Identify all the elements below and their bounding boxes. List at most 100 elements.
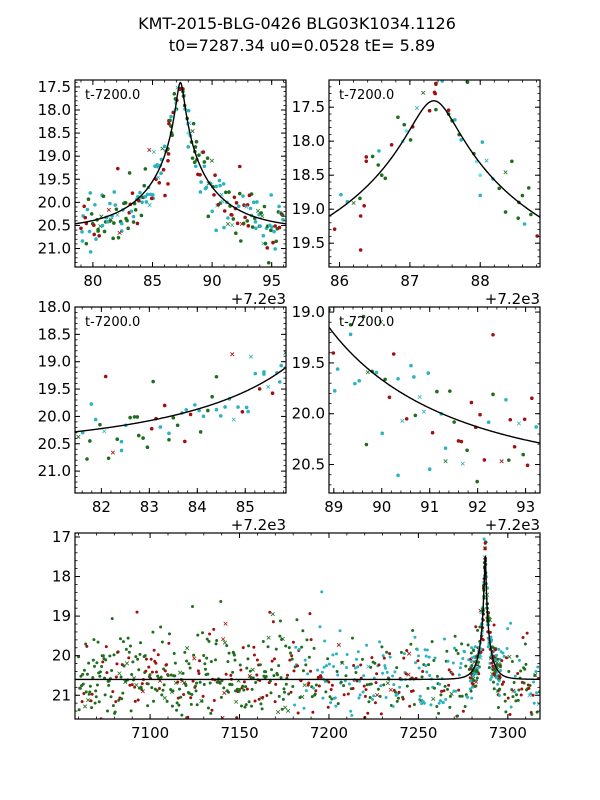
data-point bbox=[138, 652, 142, 656]
data-point bbox=[241, 194, 245, 198]
data-point bbox=[104, 645, 108, 649]
data-point bbox=[308, 612, 312, 616]
data-point bbox=[106, 456, 111, 461]
data-point bbox=[376, 163, 381, 167]
data-point bbox=[347, 682, 351, 686]
data-point bbox=[140, 200, 144, 205]
data-point bbox=[101, 194, 106, 199]
data-point-cross bbox=[266, 384, 271, 389]
data-point bbox=[201, 631, 205, 635]
data-point bbox=[159, 675, 163, 679]
data-point bbox=[516, 216, 520, 220]
data-point bbox=[80, 700, 84, 704]
data-point bbox=[104, 658, 108, 662]
x-tick-label: 83 bbox=[140, 498, 159, 516]
data-point bbox=[428, 673, 432, 677]
data-point bbox=[232, 653, 236, 657]
data-point bbox=[128, 683, 132, 687]
data-point bbox=[207, 639, 211, 643]
y-tick-label: 18 bbox=[52, 568, 71, 586]
data-point bbox=[348, 332, 353, 337]
data-point bbox=[463, 705, 467, 709]
data-point bbox=[515, 654, 519, 658]
data-point bbox=[458, 694, 462, 698]
data-point bbox=[334, 704, 338, 708]
data-point bbox=[262, 204, 267, 209]
data-point bbox=[277, 694, 281, 698]
axes-frame bbox=[328, 306, 541, 494]
data-point bbox=[413, 635, 417, 639]
data-point bbox=[113, 203, 118, 207]
data-point bbox=[160, 693, 164, 697]
data-point bbox=[194, 689, 198, 693]
data-point bbox=[372, 694, 376, 698]
data-point bbox=[320, 590, 324, 594]
data-point bbox=[478, 173, 483, 177]
data-point bbox=[383, 664, 387, 668]
data-point bbox=[210, 209, 215, 214]
data-point bbox=[314, 689, 318, 693]
data-point bbox=[316, 668, 320, 672]
data-point bbox=[214, 228, 218, 233]
data-point bbox=[244, 703, 248, 707]
data-point bbox=[491, 333, 495, 337]
data-point bbox=[476, 666, 480, 670]
data-point bbox=[194, 139, 199, 144]
data-point bbox=[278, 619, 282, 623]
data-point bbox=[229, 673, 233, 677]
data-point bbox=[339, 192, 343, 197]
data-point bbox=[140, 687, 144, 691]
data-point bbox=[169, 673, 173, 677]
data-point bbox=[176, 680, 180, 684]
data-point bbox=[326, 657, 330, 661]
data-point bbox=[166, 159, 170, 163]
data-point bbox=[396, 473, 400, 478]
data-point bbox=[162, 667, 166, 671]
data-point bbox=[270, 391, 275, 396]
data-point-cross bbox=[231, 417, 236, 422]
data-point bbox=[327, 680, 331, 684]
data-point bbox=[177, 687, 181, 691]
data-point bbox=[404, 129, 409, 133]
data-point bbox=[190, 605, 194, 609]
y-tick-label: 20.0 bbox=[292, 405, 325, 423]
data-point bbox=[427, 108, 432, 113]
data-point bbox=[457, 688, 461, 692]
data-point bbox=[110, 617, 114, 621]
data-point bbox=[242, 688, 246, 692]
data-point bbox=[513, 690, 517, 694]
data-point bbox=[202, 683, 206, 687]
y-tick-label: 20.0 bbox=[38, 407, 71, 425]
y-tick-label: 19.5 bbox=[38, 380, 71, 398]
data-point bbox=[488, 630, 492, 634]
data-point bbox=[85, 207, 90, 212]
data-point bbox=[501, 651, 505, 655]
data-point bbox=[382, 656, 386, 660]
data-point bbox=[247, 700, 251, 704]
data-point bbox=[468, 687, 472, 691]
data-point bbox=[535, 691, 539, 695]
x-offset-label: +7.2e3 bbox=[485, 290, 540, 308]
data-point bbox=[105, 220, 110, 224]
data-point bbox=[214, 642, 218, 646]
data-point bbox=[184, 407, 189, 412]
data-point bbox=[486, 645, 490, 649]
data-point-cross bbox=[222, 690, 227, 695]
data-point bbox=[136, 698, 140, 702]
data-point bbox=[183, 650, 187, 654]
data-point bbox=[510, 660, 514, 664]
data-point bbox=[382, 683, 386, 687]
data-point bbox=[210, 708, 214, 712]
data-point-cross bbox=[421, 409, 427, 414]
data-point-cross bbox=[473, 679, 479, 684]
data-point bbox=[529, 212, 533, 217]
panel-bottom: 7100 7150 7200 7250 7300 17 18 19 20 21 bbox=[52, 528, 541, 742]
data-point bbox=[513, 674, 517, 678]
data-point bbox=[173, 661, 177, 665]
data-point-cross bbox=[106, 207, 111, 212]
data-point bbox=[143, 654, 147, 658]
data-point bbox=[368, 696, 372, 700]
data-point bbox=[234, 201, 239, 205]
data-point bbox=[270, 668, 274, 672]
data-point bbox=[83, 215, 88, 220]
